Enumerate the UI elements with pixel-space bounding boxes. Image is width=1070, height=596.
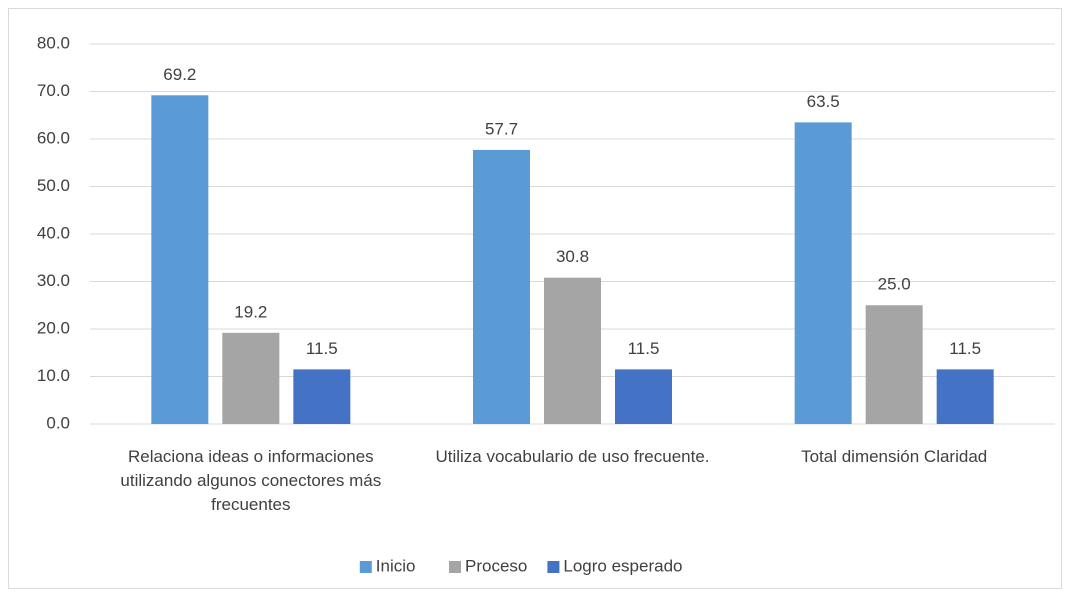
data-label: 11.5 <box>628 339 660 358</box>
bar <box>151 95 209 425</box>
y-tick-label: 30.0 <box>37 271 70 290</box>
y-tick-label: 60.0 <box>37 128 70 147</box>
data-label: 63.5 <box>807 92 840 111</box>
legend-label: Inicio <box>376 556 416 575</box>
legend-swatch <box>359 561 372 573</box>
legend-swatch <box>547 561 560 573</box>
data-label: 69.2 <box>163 65 196 84</box>
y-tick-label: 20.0 <box>37 318 70 337</box>
x-tick-label: Utiliza vocabulario de uso frecuente. <box>435 447 710 466</box>
bar <box>794 122 852 424</box>
legend-label: Logro esperado <box>563 556 682 575</box>
y-tick-label: 70.0 <box>37 81 70 100</box>
y-tick-label: 50.0 <box>37 176 70 195</box>
bar <box>936 369 994 424</box>
x-tick-label: Total dimensión Claridad <box>801 447 988 466</box>
data-label: 11.5 <box>306 339 338 358</box>
bar <box>222 332 280 424</box>
y-tick-label: 80.0 <box>37 33 70 52</box>
data-label: 30.8 <box>556 247 589 266</box>
bar <box>473 149 530 425</box>
bar <box>615 369 672 424</box>
y-tick-label: 10.0 <box>37 366 70 385</box>
chart-border <box>8 8 1062 589</box>
bar <box>544 277 601 424</box>
legend-swatch <box>449 561 461 573</box>
data-label: 57.7 <box>485 119 518 138</box>
data-label: 19.2 <box>234 302 267 321</box>
data-label: 25.0 <box>878 275 911 294</box>
legend-label: Proceso <box>465 556 527 575</box>
y-tick-label: 40.0 <box>37 223 70 242</box>
data-label: 11.5 <box>949 339 981 358</box>
y-tick-label: 0.0 <box>46 413 70 432</box>
bar <box>293 369 351 424</box>
x-tick-label: Relaciona ideas o informaciones utilizan… <box>120 447 382 514</box>
bar <box>865 305 923 424</box>
